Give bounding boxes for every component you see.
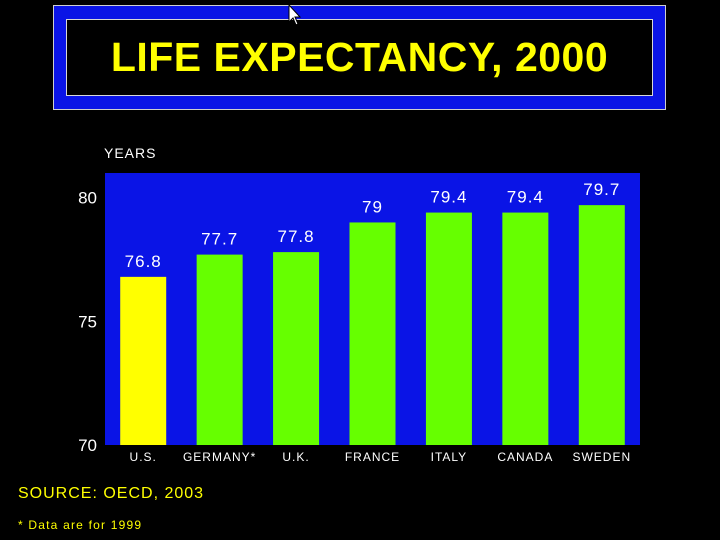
data-label: 77.8 [278, 227, 315, 246]
x-tick-label: U.S. [130, 450, 157, 464]
data-label: 79.4 [507, 188, 544, 207]
y-axis-label: YEARS [104, 145, 156, 161]
y-tick-label: 75 [78, 312, 97, 331]
footnote: * Data are for 1999 [18, 518, 143, 532]
bar [349, 222, 396, 445]
data-label: 79 [362, 197, 383, 216]
bar [578, 205, 625, 445]
title-banner: LIFE EXPECTANCY, 2000 [53, 5, 666, 110]
x-tick-label: GERMANY* [183, 450, 256, 464]
bar [425, 212, 472, 445]
bar [120, 276, 167, 445]
data-label: 79.4 [430, 188, 467, 207]
bar [273, 252, 320, 445]
data-label: 76.8 [125, 252, 162, 271]
chart-title: LIFE EXPECTANCY, 2000 [110, 34, 609, 80]
mouse-pointer-icon [288, 4, 302, 26]
x-tick-label: FRANCE [345, 450, 400, 464]
source-note: SOURCE: OECD, 2003 [18, 485, 205, 502]
bar [196, 254, 243, 445]
y-tick-label: 70 [78, 436, 97, 455]
data-label: 79.7 [583, 180, 620, 199]
title-box: LIFE EXPECTANCY, 2000 [66, 19, 653, 96]
x-tick-label: CANADA [497, 450, 553, 464]
x-tick-label: ITALY [431, 450, 468, 464]
x-tick-label: SWEDEN [572, 450, 631, 464]
data-label: 77.7 [201, 230, 238, 249]
bar [502, 212, 549, 445]
bar-chart: YEARS 70 75 80 76.8 U.S. 77.7 GERMANY* 77.8 U.K. 7… [78, 145, 640, 464]
x-tick-label: U.K. [282, 450, 309, 464]
y-tick-label: 80 [78, 189, 97, 208]
